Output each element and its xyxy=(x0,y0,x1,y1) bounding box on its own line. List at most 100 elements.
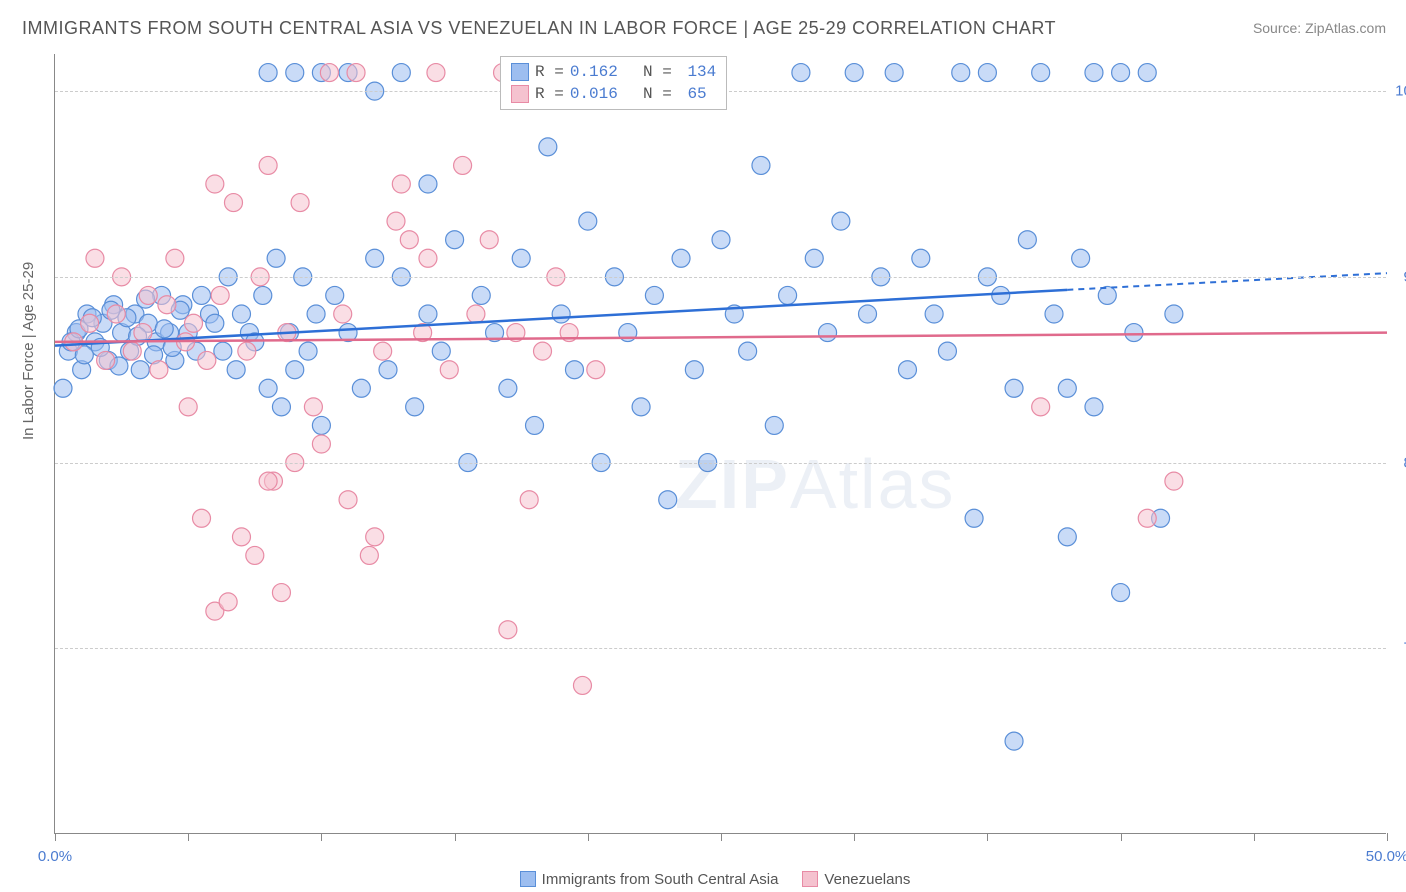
x-tick-label: 50.0% xyxy=(1366,848,1406,865)
trend-line-extrapolated xyxy=(1067,273,1387,290)
data-point xyxy=(1125,324,1143,342)
data-point xyxy=(238,342,256,360)
data-point xyxy=(552,305,570,323)
x-tick xyxy=(588,833,589,841)
data-point xyxy=(312,435,330,453)
data-point xyxy=(360,546,378,564)
data-point xyxy=(155,320,173,338)
data-point xyxy=(1072,249,1090,267)
data-point xyxy=(1018,231,1036,249)
data-point xyxy=(685,361,703,379)
data-point xyxy=(440,361,458,379)
data-point xyxy=(54,379,72,397)
data-point xyxy=(859,305,877,323)
data-point xyxy=(193,509,211,527)
chart-title: IMMIGRANTS FROM SOUTH CENTRAL ASIA VS VE… xyxy=(22,18,1056,39)
data-point xyxy=(131,361,149,379)
data-point xyxy=(392,64,410,82)
legend-swatch xyxy=(511,63,529,81)
data-point xyxy=(832,212,850,230)
correlation-legend: R =0.162 N = 134R =0.016 N = 65 xyxy=(500,56,727,110)
data-point xyxy=(86,249,104,267)
data-point xyxy=(978,64,996,82)
data-point xyxy=(1005,732,1023,750)
data-point xyxy=(214,342,232,360)
data-point xyxy=(227,361,245,379)
source-link[interactable]: ZipAtlas.com xyxy=(1305,20,1386,36)
data-point xyxy=(206,175,224,193)
data-point xyxy=(792,64,810,82)
data-point xyxy=(499,379,517,397)
data-point xyxy=(419,305,437,323)
data-point xyxy=(320,64,338,82)
data-point xyxy=(97,351,115,369)
legend-swatch xyxy=(520,871,536,887)
data-point xyxy=(587,361,605,379)
data-point xyxy=(259,379,277,397)
data-point xyxy=(1085,64,1103,82)
data-point xyxy=(480,231,498,249)
legend-series-label: Venezuelans xyxy=(824,871,910,888)
data-point xyxy=(400,231,418,249)
legend-r-label: R = xyxy=(535,63,564,81)
data-point xyxy=(938,342,956,360)
legend-n-value: 134 xyxy=(678,63,716,81)
x-tick xyxy=(1121,833,1122,841)
data-point xyxy=(379,361,397,379)
x-tick xyxy=(1254,833,1255,841)
legend-correlation-row: R =0.016 N = 65 xyxy=(511,83,716,105)
data-point xyxy=(267,249,285,267)
data-point xyxy=(885,64,903,82)
data-point xyxy=(965,509,983,527)
data-point xyxy=(419,175,437,193)
data-point xyxy=(1138,64,1156,82)
legend-n-value: 65 xyxy=(678,85,707,103)
data-point xyxy=(573,676,591,694)
legend-r-label: R = xyxy=(535,85,564,103)
data-point xyxy=(539,138,557,156)
data-point xyxy=(312,416,330,434)
legend-n-label: N = xyxy=(624,63,672,81)
data-point xyxy=(467,305,485,323)
data-point xyxy=(765,416,783,434)
data-point xyxy=(912,249,930,267)
legend-series-label: Immigrants from South Central Asia xyxy=(542,871,779,888)
data-point xyxy=(81,314,99,332)
data-point xyxy=(406,398,424,416)
data-point xyxy=(193,286,211,304)
data-point xyxy=(526,416,544,434)
data-point xyxy=(512,249,530,267)
data-point xyxy=(1045,305,1063,323)
data-point xyxy=(107,305,125,323)
data-point xyxy=(123,342,141,360)
data-point xyxy=(272,584,290,602)
data-point xyxy=(254,286,272,304)
data-point xyxy=(1112,64,1130,82)
data-point xyxy=(565,361,583,379)
data-point xyxy=(1058,528,1076,546)
data-point xyxy=(1032,398,1050,416)
legend-swatch xyxy=(802,871,818,887)
data-point xyxy=(299,342,317,360)
y-tick-label: 90.0% xyxy=(1392,268,1406,285)
data-point xyxy=(579,212,597,230)
data-point xyxy=(632,398,650,416)
data-point xyxy=(454,156,472,174)
x-tick xyxy=(455,833,456,841)
data-point xyxy=(387,212,405,230)
data-point xyxy=(347,64,365,82)
y-axis-label: In Labor Force | Age 25-29 xyxy=(20,262,37,440)
gridline xyxy=(55,277,1386,278)
series-legend: Immigrants from South Central Asia Venezu… xyxy=(0,871,1406,888)
legend-r-value: 0.016 xyxy=(570,85,618,103)
data-point xyxy=(392,175,410,193)
data-point xyxy=(158,296,176,314)
data-point xyxy=(224,194,242,212)
data-point xyxy=(1165,472,1183,490)
x-tick xyxy=(321,833,322,841)
data-point xyxy=(366,528,384,546)
data-point xyxy=(246,546,264,564)
data-point xyxy=(219,593,237,611)
x-tick-label: 0.0% xyxy=(38,848,72,865)
data-point xyxy=(1085,398,1103,416)
